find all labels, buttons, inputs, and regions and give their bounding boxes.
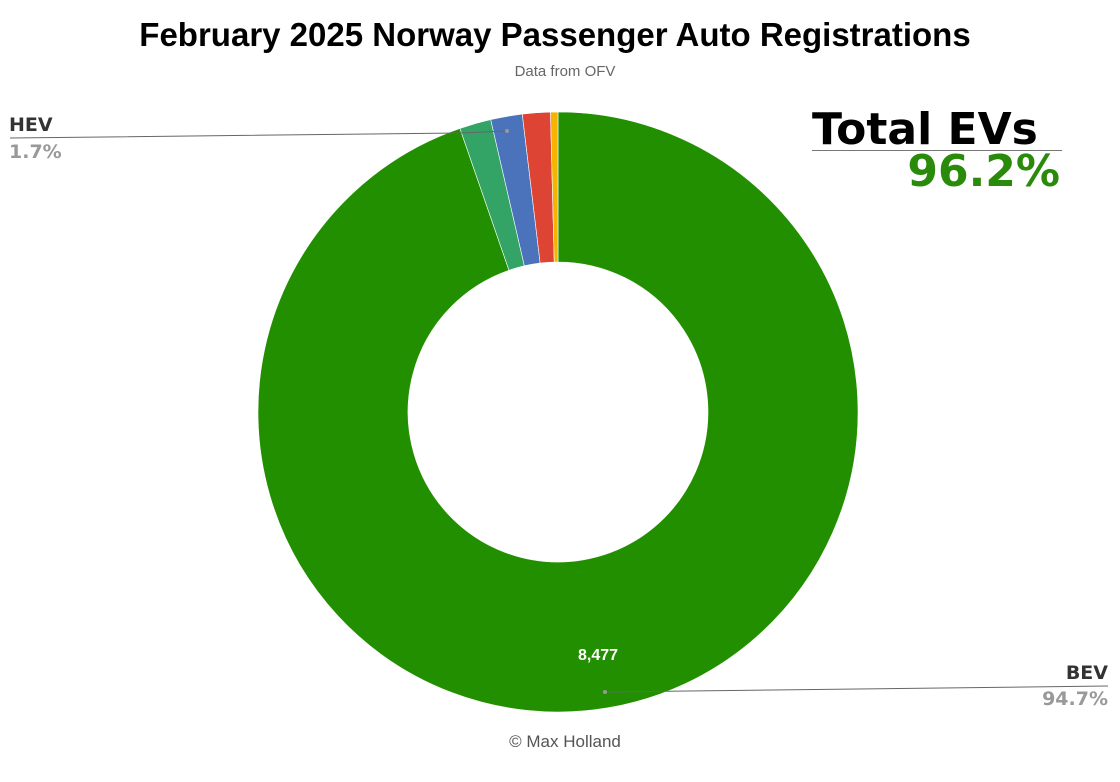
total-evs-value: 96.2% [907,146,1060,197]
chart-subtitle: Data from OFV [514,63,616,80]
hev-leader-dot [505,129,509,133]
bev-leader-dot [603,690,607,694]
total-evs-divider [812,150,1062,151]
hev-percent: 1.7% [9,141,62,163]
slice-segment-4 [550,111,559,263]
total-evs-label: Total EVs [812,104,1038,155]
hev-leader-line [9,130,508,139]
chart-title: February 2025 Norway Passenger Auto Regi… [139,16,971,53]
bev-value-label: 8,477 [578,647,619,664]
bev-label: BEV [1065,662,1108,684]
bev-percent: 94.7% [1042,688,1108,710]
hev-label: HEV [9,114,53,136]
bev-leader-line [604,685,1109,693]
slice-bev [257,111,859,713]
credit: © Max Holland [509,732,621,751]
